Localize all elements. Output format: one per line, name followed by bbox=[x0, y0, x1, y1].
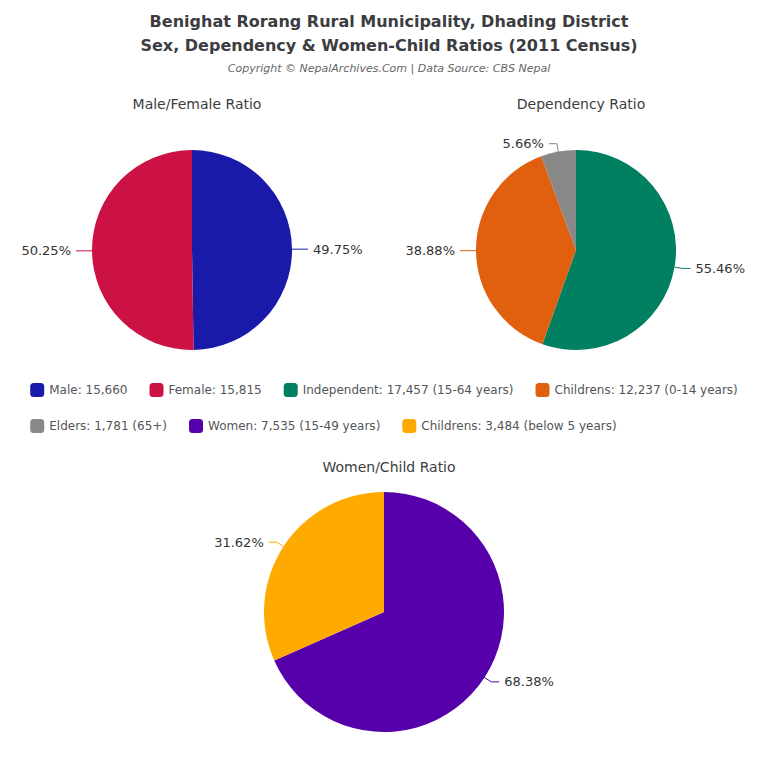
svg-text:Women/Child Ratio: Women/Child Ratio bbox=[322, 459, 455, 475]
svg-text:Male: 15,660: Male: 15,660 bbox=[49, 383, 127, 397]
svg-text:49.75%: 49.75% bbox=[313, 242, 363, 257]
svg-text:Childrens: 12,237 (0-14 years): Childrens: 12,237 (0-14 years) bbox=[555, 383, 738, 397]
svg-text:31.62%: 31.62% bbox=[214, 535, 264, 550]
svg-text:Male/Female Ratio: Male/Female Ratio bbox=[133, 96, 262, 112]
svg-text:Sex, Dependency & Women-Child: Sex, Dependency & Women-Child Ratios (20… bbox=[140, 36, 637, 55]
svg-text:Dependency Ratio: Dependency Ratio bbox=[517, 96, 646, 112]
svg-text:Childrens: 3,484 (below 5 year: Childrens: 3,484 (below 5 years) bbox=[421, 419, 616, 433]
svg-text:Female: 15,815: Female: 15,815 bbox=[168, 383, 261, 397]
svg-text:Independent: 17,457 (15-64 yea: Independent: 17,457 (15-64 years) bbox=[303, 383, 514, 397]
svg-text:Elders: 1,781 (65+): Elders: 1,781 (65+) bbox=[49, 419, 167, 433]
svg-text:Copyright © NepalArchives.Com: Copyright © NepalArchives.Com | Data Sou… bbox=[228, 62, 550, 75]
svg-text:Benighat Rorang Rural Municipa: Benighat Rorang Rural Municipality, Dhad… bbox=[150, 12, 629, 31]
svg-text:Women: 7,535 (15-49 years): Women: 7,535 (15-49 years) bbox=[208, 419, 380, 433]
svg-text:5.66%: 5.66% bbox=[503, 136, 544, 151]
svg-text:50.25%: 50.25% bbox=[21, 243, 71, 258]
svg-text:55.46%: 55.46% bbox=[695, 261, 745, 276]
svg-text:68.38%: 68.38% bbox=[504, 674, 554, 689]
svg-text:38.88%: 38.88% bbox=[405, 243, 455, 258]
